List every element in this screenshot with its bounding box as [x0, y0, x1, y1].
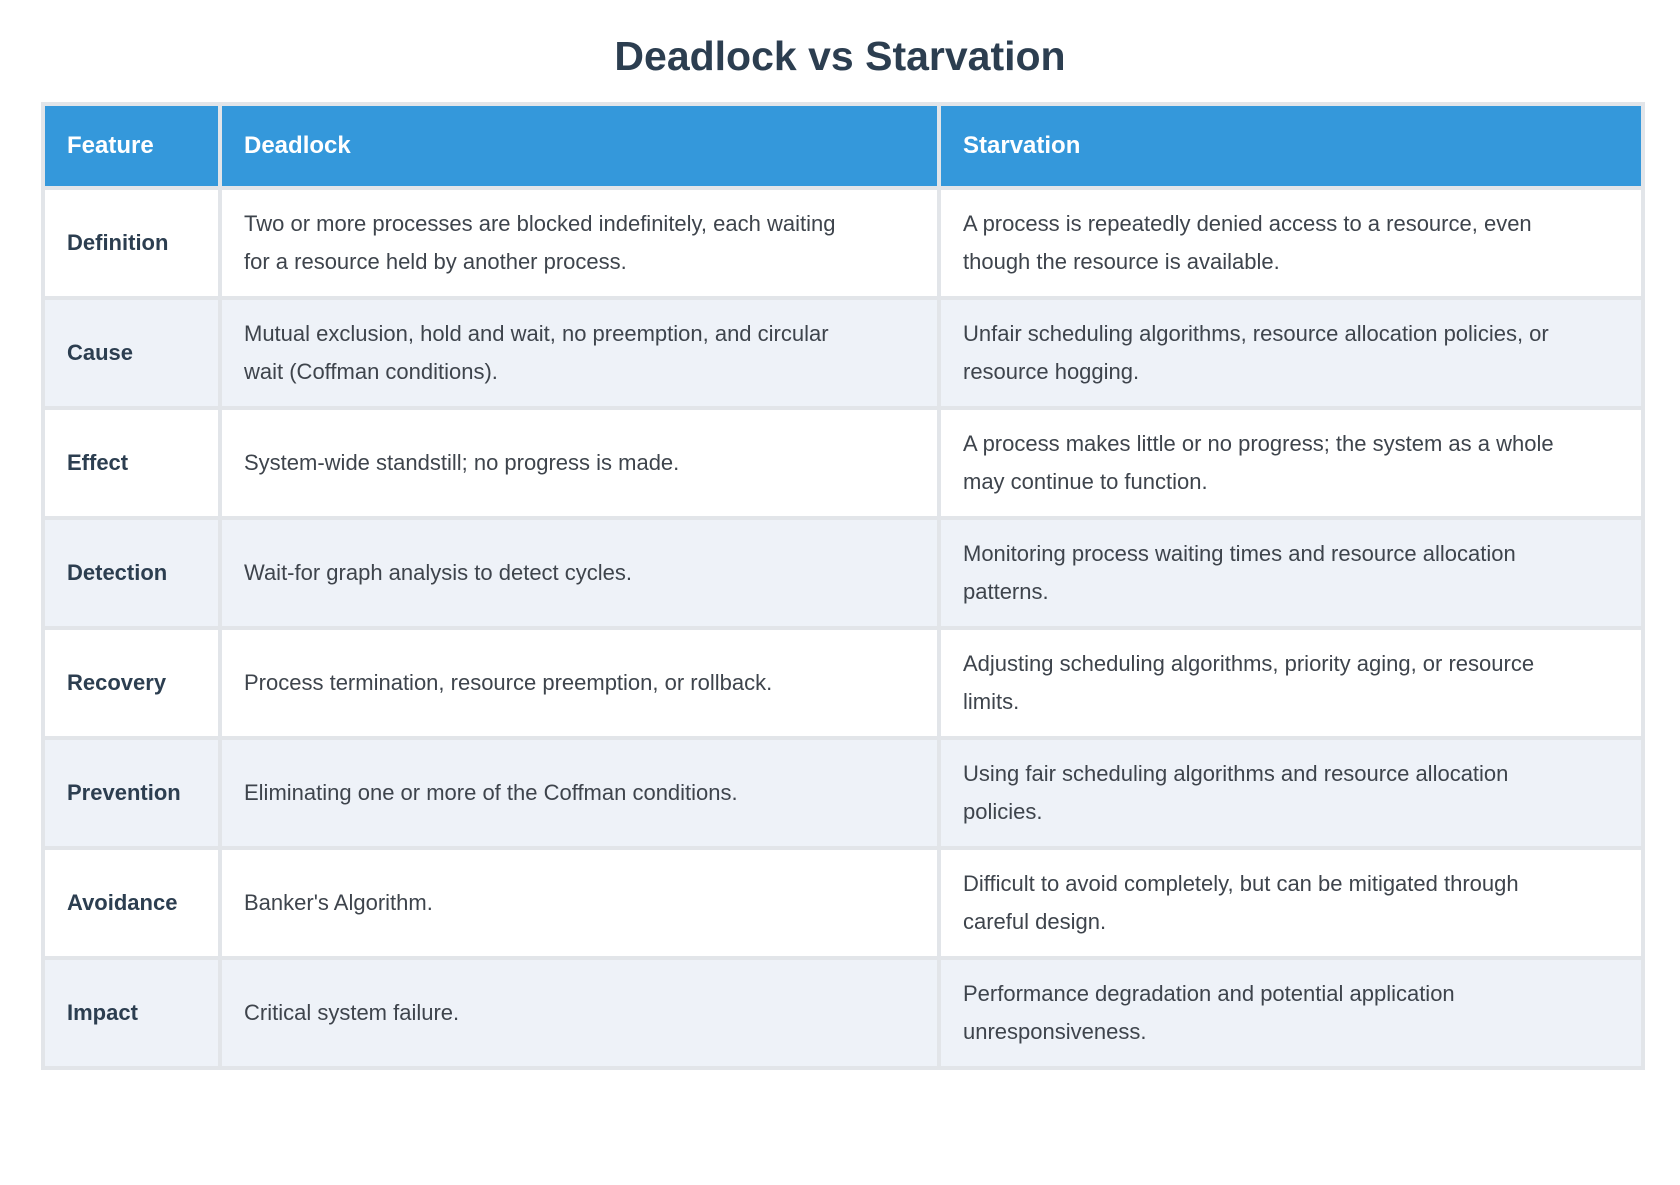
feature-cell: Avoidance: [41, 846, 222, 960]
column-header-starvation: Starvation: [937, 102, 1645, 190]
starvation-cell: Unfair scheduling algorithms, resource a…: [937, 296, 1645, 410]
feature-cell: Impact: [41, 956, 222, 1070]
starvation-cell: Difficult to avoid completely, but can b…: [937, 846, 1645, 960]
deadlock-cell: Two or more processes are blocked indefi…: [218, 186, 941, 300]
starvation-cell: Performance degradation and potential ap…: [937, 956, 1645, 1070]
deadlock-cell: Wait-for graph analysis to detect cycles…: [218, 516, 941, 630]
deadlock-cell: Eliminating one or more of the Coffman c…: [218, 736, 941, 850]
table-row-avoidance: Avoidance Banker's Algorithm. Difficult …: [41, 846, 1645, 960]
feature-cell: Prevention: [41, 736, 222, 850]
table-row-definition: Definition Two or more processes are blo…: [41, 186, 1645, 300]
feature-cell: Cause: [41, 296, 222, 410]
deadlock-cell: System-wide standstill; no progress is m…: [218, 406, 941, 520]
starvation-cell: Adjusting scheduling algorithms, priorit…: [937, 626, 1645, 740]
table-row-detection: Detection Wait-for graph analysis to det…: [41, 516, 1645, 630]
feature-cell: Effect: [41, 406, 222, 520]
table-row-effect: Effect System-wide standstill; no progre…: [41, 406, 1645, 520]
starvation-cell: A process makes little or no progress; t…: [937, 406, 1645, 520]
deadlock-cell: Mutual exclusion, hold and wait, no pree…: [218, 296, 941, 410]
comparison-table: Feature Deadlock Starvation Definition T…: [41, 102, 1645, 1070]
starvation-cell: Using fair scheduling algorithms and res…: [937, 736, 1645, 850]
table-row-cause: Cause Mutual exclusion, hold and wait, n…: [41, 296, 1645, 410]
page-title: Deadlock vs Starvation: [614, 33, 1066, 79]
table-header-row: Feature Deadlock Starvation: [41, 102, 1645, 190]
table-row-recovery: Recovery Process termination, resource p…: [41, 626, 1645, 740]
feature-cell: Recovery: [41, 626, 222, 740]
starvation-cell: Monitoring process waiting times and res…: [937, 516, 1645, 630]
deadlock-cell: Banker's Algorithm.: [218, 846, 941, 960]
deadlock-cell: Process termination, resource preemption…: [218, 626, 941, 740]
feature-cell: Definition: [41, 186, 222, 300]
column-header-deadlock: Deadlock: [218, 102, 941, 190]
starvation-cell: A process is repeatedly denied access to…: [937, 186, 1645, 300]
feature-cell: Detection: [41, 516, 222, 630]
table-row-impact: Impact Critical system failure. Performa…: [41, 956, 1645, 1070]
table-row-prevention: Prevention Eliminating one or more of th…: [41, 736, 1645, 850]
column-header-feature: Feature: [41, 102, 222, 190]
deadlock-cell: Critical system failure.: [218, 956, 941, 1070]
